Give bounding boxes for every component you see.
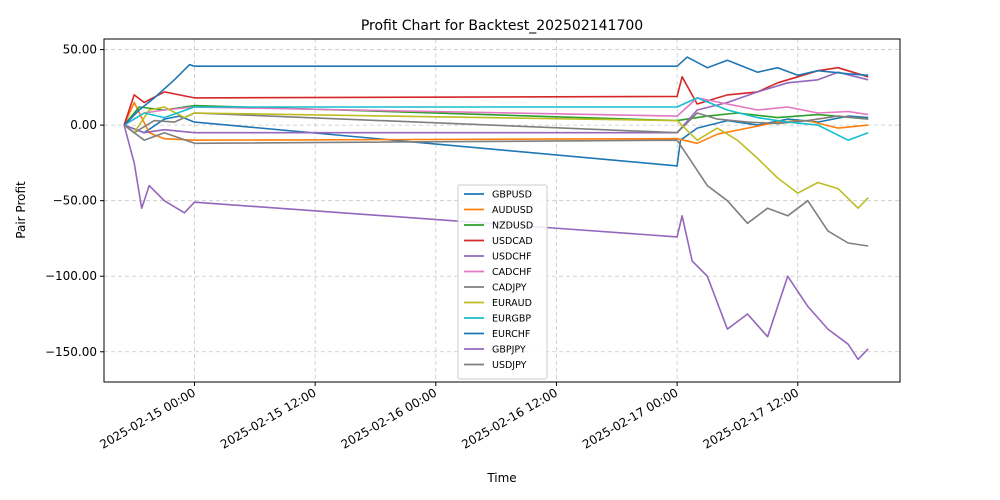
legend-label: EURAUD [492,298,532,309]
y-tick-label: −150.00 [45,345,97,359]
legend-label: USDJPY [492,360,527,371]
legend-label: EURCHF [492,329,530,340]
legend-label: GBPJPY [492,345,526,356]
chart-title: Profit Chart for Backtest_202502141700 [361,18,643,34]
series-group [123,56,869,361]
plot-frame [103,38,901,383]
y-axis-label: Pair Profit [14,181,28,239]
legend-label: USDCHF [492,252,532,263]
legend-label: CADCHF [492,267,532,278]
legend-label: GBPUSD [492,190,532,201]
series-line-cadchf [123,97,869,126]
series-line-usdjpy [123,124,869,247]
y-tick-label: 50.00 [63,43,97,57]
x-axis-label: Time [486,471,516,485]
series-line-usdchf [123,71,869,134]
legend-label: EURGBP [492,314,531,325]
series-line-euraud [123,106,869,209]
y-axis: 50.00 0.00 −50.00 −100.00 −150.00 [45,43,104,359]
series-line-eurgbp [123,97,869,141]
series-line-gbpjpy [123,124,869,361]
y-tick-label: 0.00 [70,118,97,132]
legend-box [457,184,548,380]
legend: GBPUSD AUDUSD NZDUSD USDCAD USDCHF CADCHF CADJ… [457,184,548,380]
series-line-eurchf [123,56,869,126]
legend-label: AUDUSD [492,205,533,216]
series-line-cadjpy [123,112,869,134]
y-tick-label: −50.00 [53,194,97,208]
y-tick-label: −100.00 [45,269,97,283]
legend-label: NZDUSD [492,221,533,232]
legend-label: CADJPY [492,283,527,294]
legend-label: USDCAD [492,236,533,247]
